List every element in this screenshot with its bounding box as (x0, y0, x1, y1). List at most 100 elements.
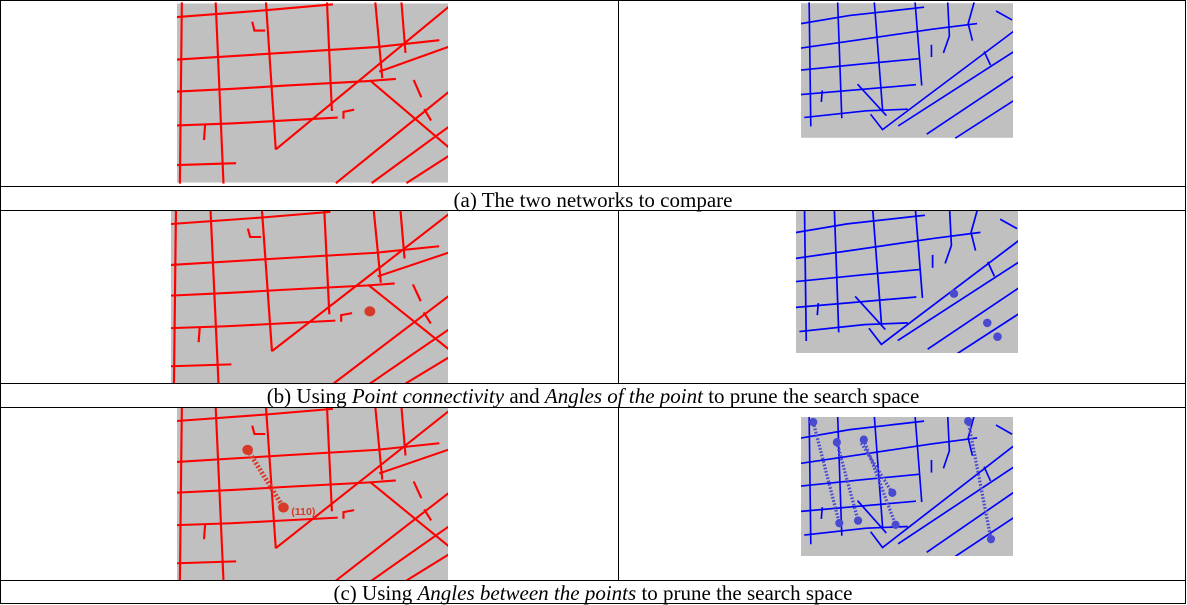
road-segment (833, 211, 840, 333)
road-segment (967, 417, 975, 456)
caption-emphasis: Point connectivity (351, 384, 505, 408)
road-segment (412, 481, 423, 499)
road-segment (209, 211, 220, 383)
road-segment (801, 22, 978, 49)
road-segment (926, 75, 1013, 135)
column-divider (618, 407, 619, 581)
road-segment (214, 2, 225, 184)
road-segment (856, 83, 887, 117)
road-segment (323, 211, 331, 315)
road-segment (854, 295, 887, 331)
road-segment (927, 287, 1018, 350)
road-segment (983, 51, 992, 66)
road-segment (816, 303, 820, 316)
caption-text: to prune the search space (636, 581, 853, 605)
road-segment (178, 2, 183, 184)
candidate-point (993, 332, 1002, 341)
road-segment (926, 491, 1013, 553)
point-marker (986, 534, 996, 544)
road-segment (954, 100, 1013, 139)
candidate-point (949, 289, 959, 298)
table-divider (0, 407, 1186, 408)
road-segment (275, 5, 448, 151)
road-segment (801, 500, 917, 513)
road-segment (804, 108, 908, 119)
blue-network-map (801, 417, 1013, 556)
table-border-left (0, 0, 1, 604)
point-link-dotted (245, 448, 286, 509)
road-segment (271, 213, 448, 352)
road-segment (942, 417, 951, 469)
caption-text: (c) Using (333, 581, 418, 605)
road-segment (342, 509, 355, 519)
road-segment (264, 2, 277, 150)
road-segment (177, 560, 237, 565)
column-divider (618, 0, 619, 187)
table-divider (0, 210, 1186, 211)
road-segment (340, 312, 353, 322)
road-segment (172, 211, 178, 383)
road-segment (897, 466, 1013, 545)
road-segment (995, 424, 1013, 435)
road-segment (856, 500, 887, 534)
road-segment (868, 240, 1018, 346)
blue-network-map (796, 211, 1018, 353)
road-segment (171, 282, 395, 297)
road-segment (377, 251, 448, 278)
road-segment (275, 410, 448, 549)
road-segment (342, 108, 355, 119)
road-segment (801, 57, 921, 71)
point-link-dotted (811, 421, 841, 524)
road-segment (897, 261, 1018, 342)
road-segment (801, 437, 978, 465)
road-segment (325, 2, 333, 112)
road-segment (335, 492, 448, 580)
caption-emphasis: Angles between the points (417, 581, 637, 605)
road-segment (983, 466, 992, 482)
column-divider (618, 210, 619, 384)
road-segment (942, 2, 951, 54)
road-segment (869, 445, 1013, 549)
point-marker (964, 417, 973, 426)
road-segment (796, 296, 917, 309)
point-marker (832, 438, 841, 447)
caption-text: (a) The two networks to compare (453, 188, 733, 212)
blue-road-network (801, 2, 1013, 139)
road-segment (836, 2, 843, 119)
road-segment (404, 356, 448, 383)
road-segment (803, 211, 808, 341)
road-segment (801, 6, 925, 25)
road-segment (177, 162, 237, 167)
table-border-right (1185, 0, 1186, 604)
road-segment (177, 479, 396, 494)
caption-text: (b) Using (266, 384, 352, 408)
caption-text: to prune the search space (702, 384, 920, 408)
red-network-map: (110) (177, 408, 448, 580)
road-segment (202, 124, 207, 141)
map-background (801, 417, 1013, 556)
point-marker (859, 435, 868, 444)
road-segment (214, 408, 225, 580)
road-segment (412, 79, 423, 98)
road-segment (869, 30, 1013, 131)
candidate-point (364, 306, 376, 317)
road-segment (369, 480, 448, 547)
caption-a: (a) The two networks to compare (0, 189, 1186, 212)
road-segment (801, 83, 917, 96)
road-segment (335, 91, 448, 185)
point-marker (854, 516, 863, 525)
point-marker (278, 502, 289, 513)
table-divider (0, 186, 1186, 187)
table-border-top (0, 0, 1186, 1)
point-link-dotted (835, 441, 860, 522)
road-segment (171, 363, 232, 368)
road-segment (914, 211, 924, 298)
road-segment (944, 211, 953, 264)
road-segment (957, 313, 1018, 353)
road-segment (202, 524, 207, 540)
road-segment (405, 155, 448, 184)
road-segment (796, 231, 981, 260)
caption-emphasis: Angles of the point (544, 384, 703, 408)
road-segment (374, 408, 384, 480)
